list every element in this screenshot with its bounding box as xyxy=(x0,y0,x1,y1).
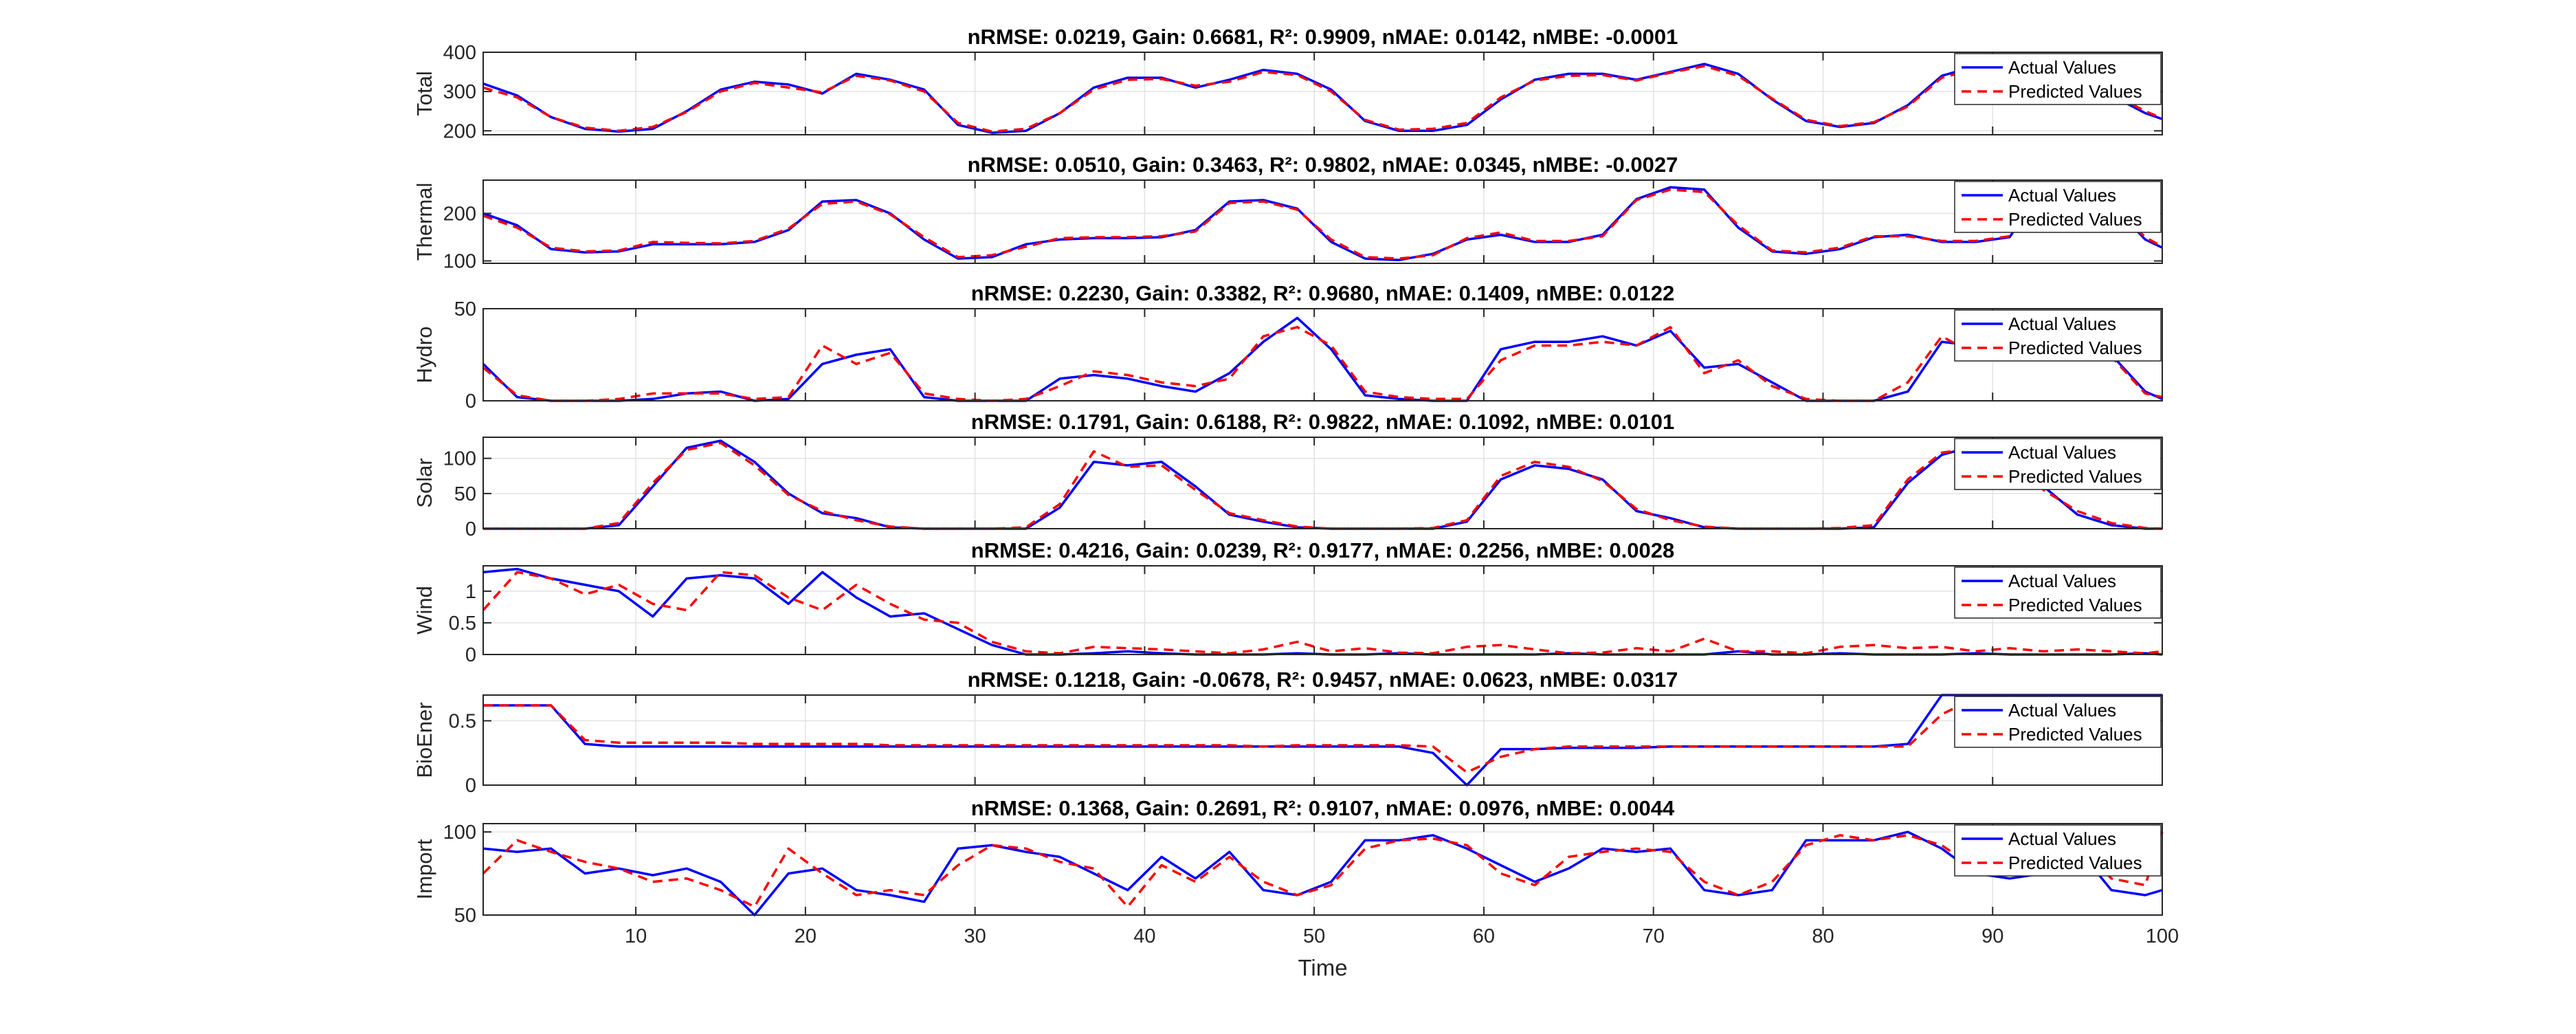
x-axis-label: Time xyxy=(1298,955,1347,980)
legend-label-predicted: Predicted Values xyxy=(2008,338,2142,358)
y-axis-label: Solar xyxy=(412,458,436,507)
y-tick-label: 100 xyxy=(443,822,476,844)
subplot-6: 50 100 nRMSE: 0.1368, Gain: 0.2691, R²: 0.… xyxy=(412,796,2179,980)
y-tick-label: 0.5 xyxy=(449,613,476,635)
y-tick-label: 50 xyxy=(454,298,476,320)
axes-frame xyxy=(482,437,2163,529)
subplot-title: nRMSE: 0.0219, Gain: 0.6681, R²: 0.9909,… xyxy=(968,25,1678,49)
y-tick-label: 200 xyxy=(443,120,476,142)
legend-label-predicted: Predicted Values xyxy=(2008,466,2142,487)
subplot-3: 0 50 100 nRMSE: 0.1791, Gain: 0.6188, R²: 0… xyxy=(412,410,2163,540)
y-tick-label: 100 xyxy=(443,448,476,470)
axes-frame xyxy=(482,565,2163,655)
series-line-actual xyxy=(482,63,2163,134)
x-tick-label: 20 xyxy=(795,925,817,947)
legend: Actual Values Predicted Values xyxy=(1954,53,2162,105)
legend-box xyxy=(1954,181,2162,233)
series-line-predicted xyxy=(483,696,2162,774)
series-line-actual xyxy=(483,694,2162,786)
series-line-actual xyxy=(482,186,2163,261)
y-tick-label: 0 xyxy=(465,518,476,540)
x-tick-label: 90 xyxy=(1981,925,2003,947)
axes-frame xyxy=(482,694,2163,786)
x-tick-label: 70 xyxy=(1643,925,1665,947)
y-axis-label: Hydro xyxy=(412,327,436,384)
x-tick-label: 80 xyxy=(1812,925,1834,947)
legend: Actual Values Predicted Values xyxy=(1954,438,2162,490)
legend-label-predicted: Predicted Values xyxy=(2008,595,2142,615)
legend-box xyxy=(1954,438,2162,490)
x-tick-label: 30 xyxy=(964,925,986,947)
y-axis-label: Wind xyxy=(412,586,436,635)
x-tick-label: 60 xyxy=(1473,925,1495,947)
legend-label-actual: Actual Values xyxy=(2008,828,2116,849)
subplot-4: 0 0.5 1 nRMSE: 0.4216, Gain: 0.0239, R²: 0.… xyxy=(412,538,2163,666)
subplot-title: nRMSE: 0.1368, Gain: 0.2691, R²: 0.9107,… xyxy=(971,796,1675,820)
axes-frame xyxy=(482,308,2163,402)
legend-label-actual: Actual Values xyxy=(2008,314,2116,334)
subplot-5: 0 0.5 nRMSE: 0.1218, Gain: -0.0678, R²: 0.… xyxy=(412,668,2163,797)
subplot-title: nRMSE: 0.1218, Gain: -0.0678, R²: 0.9457… xyxy=(968,668,1678,692)
series-line-predicted xyxy=(482,831,2164,908)
legend-label-actual: Actual Values xyxy=(2008,185,2116,206)
y-tick-label: 0 xyxy=(465,644,476,666)
series-line-predicted xyxy=(483,441,2163,530)
y-tick-label: 400 xyxy=(443,42,476,64)
legend: Actual Values Predicted Values xyxy=(1954,309,2162,362)
legend-box xyxy=(1954,53,2162,105)
legend-box xyxy=(1954,824,2162,877)
y-tick-label: 200 xyxy=(443,203,476,225)
y-tick-label: 0.5 xyxy=(449,710,476,732)
series-line-predicted xyxy=(482,326,2163,402)
series-line-actual xyxy=(483,439,2162,530)
y-tick-label: 100 xyxy=(443,251,476,273)
y-tick-label: 300 xyxy=(443,81,476,103)
legend: Actual Values Predicted Values xyxy=(1954,696,2162,748)
legend-label-actual: Actual Values xyxy=(2008,442,2116,463)
x-tick-label: 100 xyxy=(2146,925,2179,947)
y-tick-label: 0 xyxy=(465,775,476,797)
series-line-predicted xyxy=(482,188,2163,260)
series-line-actual xyxy=(482,316,2163,402)
legend-label-actual: Actual Values xyxy=(2008,700,2116,720)
series-line-predicted xyxy=(482,65,2163,133)
subplot-title: nRMSE: 0.4216, Gain: 0.0239, R²: 0.9177,… xyxy=(971,538,1674,562)
y-tick-label: 0 xyxy=(465,390,476,412)
series-line-predicted xyxy=(482,571,2163,654)
subplot-title: nRMSE: 0.1791, Gain: 0.6188, R²: 0.9822,… xyxy=(971,410,1674,434)
legend-label-actual: Actual Values xyxy=(2008,57,2116,78)
y-axis-label: Total xyxy=(412,71,436,116)
legend: Actual Values Predicted Values xyxy=(1954,181,2162,233)
legend-box xyxy=(1954,566,2162,619)
x-tick-label: 10 xyxy=(625,925,647,947)
y-tick-label: 50 xyxy=(454,483,476,505)
legend: Actual Values Predicted Values xyxy=(1954,824,2162,877)
series-line-actual xyxy=(482,567,2163,656)
subplot-0: 200 300 400 nRMSE: 0.0219, Gain: 0.6681, R²… xyxy=(412,25,2163,142)
subplot-title: nRMSE: 0.2230, Gain: 0.3382, R²: 0.9680,… xyxy=(971,281,1674,305)
legend-box xyxy=(1954,309,2162,362)
legend: Actual Values Predicted Values xyxy=(1954,566,2162,619)
legend-box xyxy=(1954,696,2162,748)
series-line-actual xyxy=(482,830,2163,916)
y-axis-label: BioEner xyxy=(412,702,436,778)
subplot-2: 0 50 nRMSE: 0.2230, Gain: 0.3382, R²: 0.96… xyxy=(412,281,2163,412)
axes-frame xyxy=(482,179,2163,264)
axes-frame xyxy=(482,823,2163,916)
legend-label-predicted: Predicted Values xyxy=(2008,209,2142,230)
y-axis-label: Thermal xyxy=(412,183,436,261)
y-axis-label: Import xyxy=(412,839,436,899)
x-tick-label: 40 xyxy=(1133,925,1155,947)
legend-label-predicted: Predicted Values xyxy=(2008,81,2142,102)
subplot-title: nRMSE: 0.0510, Gain: 0.3463, R²: 0.9802,… xyxy=(968,153,1678,177)
y-tick-label: 50 xyxy=(454,905,476,927)
y-tick-label: 1 xyxy=(465,581,476,603)
x-tick-label: 50 xyxy=(1303,925,1325,947)
subplot-1: 100 200 nRMSE: 0.0510, Gain: 0.3463, R²: 0… xyxy=(412,153,2163,273)
axes-frame xyxy=(482,52,2163,135)
legend-label-predicted: Predicted Values xyxy=(2008,724,2142,745)
legend-label-predicted: Predicted Values xyxy=(2008,852,2142,873)
legend-label-actual: Actual Values xyxy=(2008,571,2116,591)
